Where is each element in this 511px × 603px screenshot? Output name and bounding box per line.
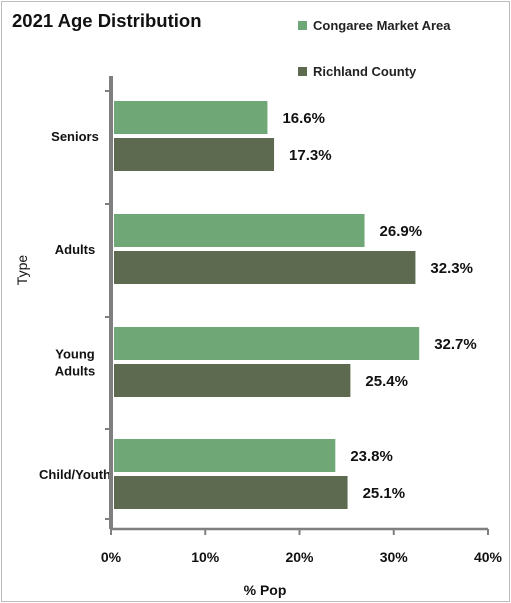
data-label-2-3: 25.4% (365, 373, 408, 390)
bar-1-2[interactable] (114, 214, 365, 247)
bar-1-4[interactable] (114, 439, 336, 472)
category-label-3-line-2: Adults (55, 364, 95, 379)
x-tick-label-1: 0% (101, 549, 122, 565)
category-label-3-line-1: Young (55, 347, 95, 362)
bar-1-3[interactable] (114, 327, 420, 360)
bar-2-1[interactable] (114, 138, 275, 171)
category-label-1: Seniors (51, 129, 99, 144)
x-tick-label-2: 10% (191, 549, 220, 565)
legend-label-1: Congaree Market Area (313, 18, 451, 33)
data-label-1-3: 32.7% (434, 336, 477, 353)
y-axis-title: Type (14, 255, 30, 286)
legend-swatch-2 (298, 67, 307, 76)
x-tick-label-4: 30% (380, 549, 409, 565)
x-tick-label-3: 20% (285, 549, 314, 565)
bar-2-2[interactable] (114, 251, 416, 284)
data-label-2-4: 25.1% (363, 485, 406, 502)
data-label-1-4: 23.8% (350, 448, 393, 465)
bar-2-3[interactable] (114, 364, 351, 397)
bar-2-4[interactable] (114, 476, 348, 509)
category-label-4: Child/Youth (39, 467, 111, 482)
data-label-1-1: 16.6% (282, 110, 325, 127)
legend-swatch-1 (298, 21, 307, 30)
x-axis-title: % Pop (244, 582, 287, 598)
data-label-2-2: 32.3% (430, 260, 473, 277)
data-label-1-2: 26.9% (380, 223, 423, 240)
chart-title: 2021 Age Distribution (12, 10, 202, 31)
data-label-2-1: 17.3% (289, 147, 332, 164)
legend-label-2: Richland County (313, 64, 417, 79)
category-label-2: Adults (55, 242, 95, 257)
bar-1-1[interactable] (114, 101, 268, 134)
x-tick-label-5: 40% (474, 549, 503, 565)
